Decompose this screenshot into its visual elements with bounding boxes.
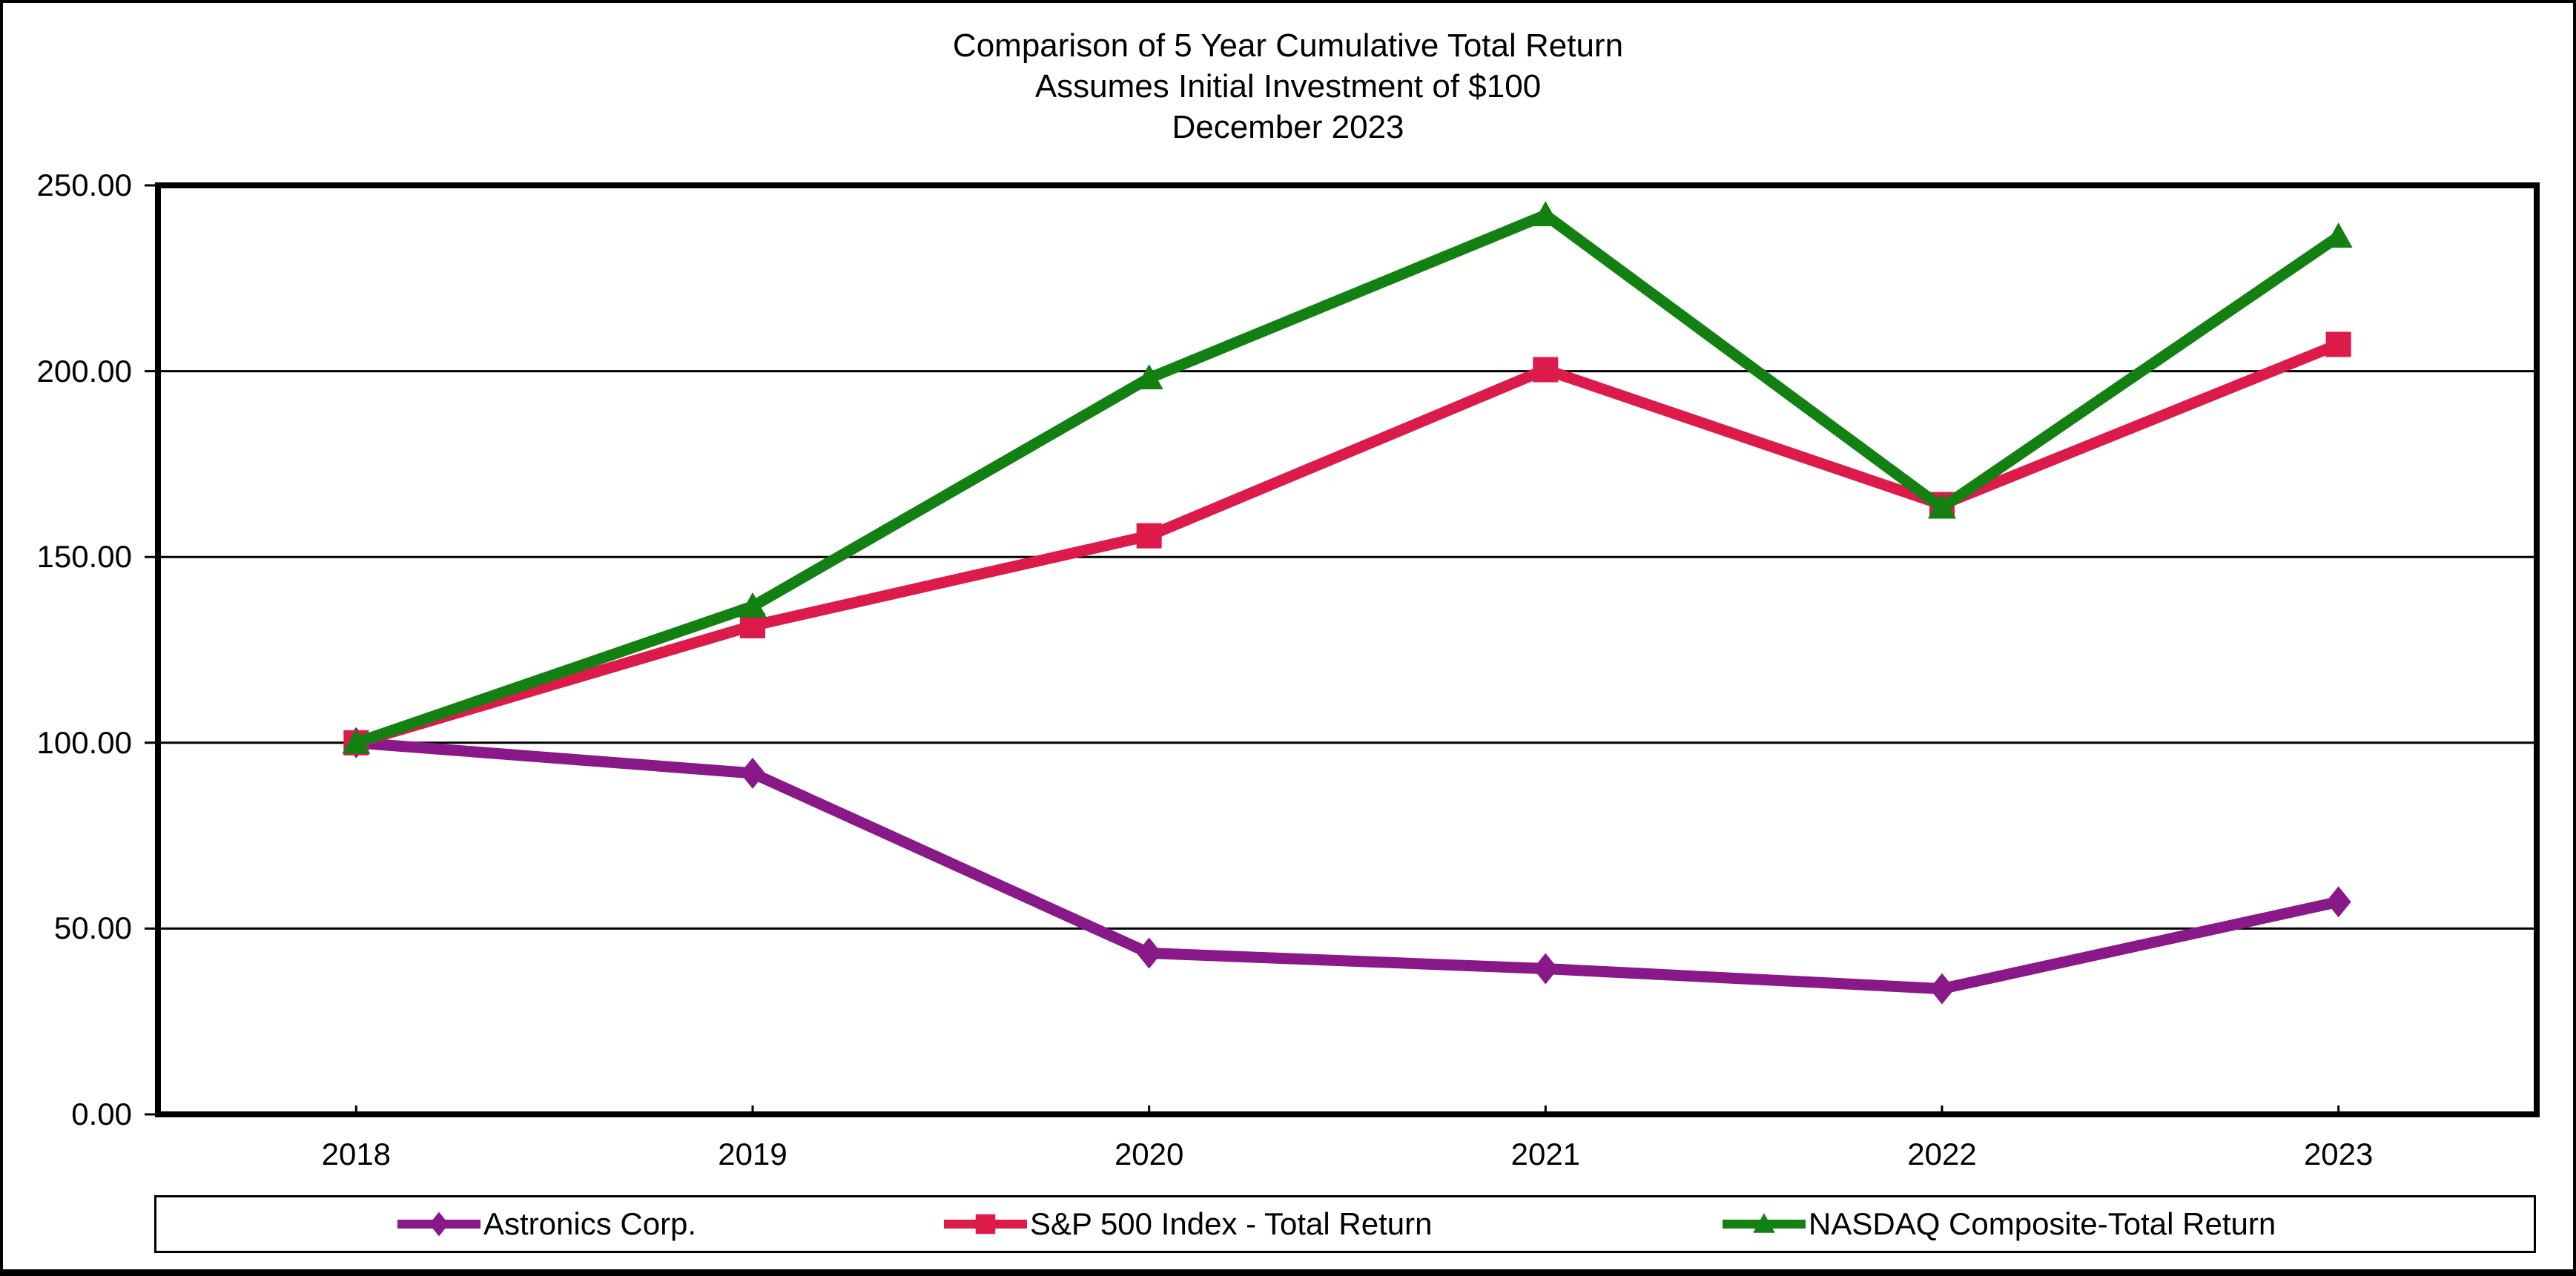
- y-axis-label-0.00: 0.00: [71, 1097, 132, 1131]
- y-axis-label-200.00: 200.00: [36, 353, 132, 389]
- legend-label: NASDAQ Composite-Total Return: [1809, 1206, 2276, 1241]
- legend-sample-triangle-up-icon: [1723, 1213, 1806, 1233]
- legend-item-astronics-corp: Astronics Corp.: [397, 1197, 696, 1251]
- legend-sample-square-icon: [944, 1214, 1027, 1234]
- x-axis-label-2020: 2020: [1114, 1137, 1184, 1171]
- page-border-right: [2573, 0, 2576, 1276]
- chart-title: Comparison of 5 Year Cumulative Total Re…: [0, 25, 2576, 148]
- marker-s-p-500-index-total-return-2020: [1136, 523, 1162, 549]
- chart-title-line-1: Comparison of 5 Year Cumulative Total Re…: [952, 27, 1624, 64]
- x-axis-label-2022: 2022: [1907, 1137, 1977, 1171]
- marker-astronics-corp-2019: [740, 757, 765, 789]
- legend-label: Astronics Corp.: [483, 1206, 697, 1241]
- legend-sample-diamond-icon: [397, 1211, 480, 1237]
- y-axis-label-150.00: 150.00: [36, 539, 132, 575]
- marker-astronics-corp-2023: [2325, 886, 2351, 918]
- page-border-left: [0, 0, 3, 1276]
- legend-sample-marker: [975, 1214, 996, 1234]
- page-border-bottom: [0, 1269, 2576, 1276]
- marker-astronics-corp-2020: [1136, 937, 1162, 969]
- marker-nasdaq-composite-total-return-2020: [1135, 364, 1163, 390]
- chart-title-line-3: December 2023: [1172, 109, 1404, 145]
- y-axis-label-50.00: 50.00: [53, 910, 132, 946]
- page-border-top: [0, 0, 2576, 3]
- marker-nasdaq-composite-total-return-2019: [739, 592, 767, 618]
- marker-nasdaq-composite-total-return-2018: [342, 728, 371, 754]
- legend-box: Astronics Corp. S&P 500 Index - Total Ret…: [154, 1195, 2536, 1253]
- marker-s-p-500-index-total-return-2023: [2325, 331, 2351, 357]
- marker-nasdaq-composite-total-return-2023: [2324, 222, 2353, 248]
- series-line-s-p-500-index-total-return: [354, 339, 2341, 748]
- marker-astronics-corp-2022: [1929, 973, 1955, 1005]
- legend-item-s-p-500-index-total-return: S&P 500 Index - Total Return: [944, 1197, 1432, 1251]
- marker-nasdaq-composite-total-return-2022: [1928, 493, 1956, 519]
- series-line-nasdaq-composite-total-return: [354, 209, 2342, 748]
- plot-frame: [155, 182, 2540, 1117]
- marker-astronics-corp-2021: [1533, 953, 1559, 985]
- legend-label: S&P 500 Index - Total Return: [1030, 1206, 1433, 1241]
- x-axis-label-2018: 2018: [321, 1137, 392, 1171]
- x-axis-label-2019: 2019: [718, 1137, 787, 1171]
- x-axis-label-2023: 2023: [2303, 1137, 2374, 1171]
- marker-nasdaq-composite-total-return-2021: [1531, 201, 1560, 227]
- y-axis-label-250.00: 250.00: [36, 168, 132, 202]
- x-axis-label-2021: 2021: [1510, 1137, 1581, 1171]
- legend-sample-marker: [1753, 1213, 1775, 1233]
- chart-title-line-2: Assumes Initial Investment of $100: [1034, 68, 1542, 105]
- series-line-astronics-corp: [355, 737, 2340, 995]
- marker-s-p-500-index-total-return-2021: [1533, 357, 1559, 383]
- legend-sample-marker: [429, 1211, 449, 1237]
- legend-item-nasdaq-composite-total-return: NASDAQ Composite-Total Return: [1723, 1197, 2276, 1251]
- y-axis-label-100.00: 100.00: [36, 724, 132, 760]
